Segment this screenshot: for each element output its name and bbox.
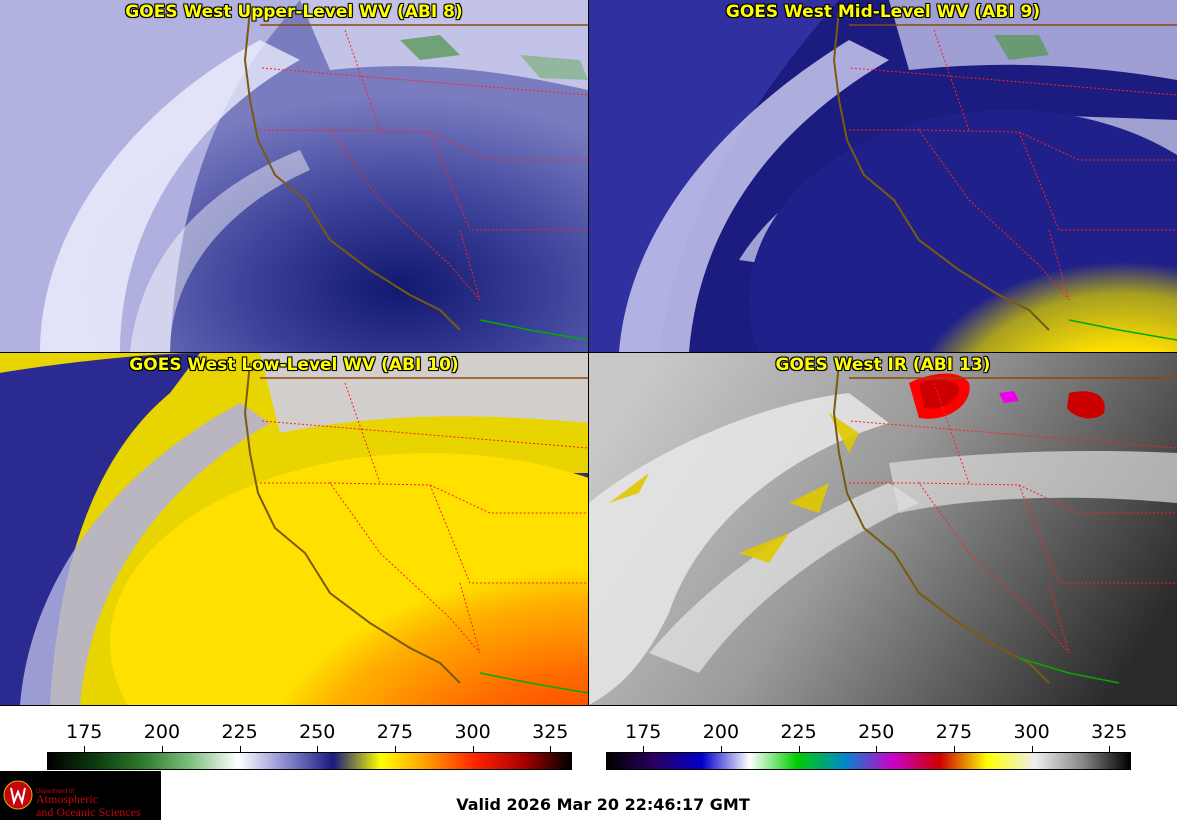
panel-title: GOES West IR (ABI 13) [775,355,991,375]
panel-divider-horizontal [0,352,1177,353]
colorbar-tick-label: 300 [454,721,491,743]
colorbar-tick-label: 175 [625,721,662,743]
mid-level-wv-image [589,0,1177,352]
ir-panel: GOES West IR (ABI 13) [589,353,1177,705]
valid-time: Valid 2026 Mar 20 22:46:17 GMT [456,795,750,814]
colorbar-tick-label: 200 [143,721,181,743]
ir-image [589,353,1177,705]
colorbar-tick-label: 325 [532,721,569,743]
low-level-wv-panel: GOES West Low-Level WV (ABI 10) [0,353,588,705]
colorbar-tick-label: 225 [780,721,817,743]
colorbar-tick [643,746,645,752]
panel-divider-bottom [0,705,1177,706]
colorbar-tick [472,746,474,752]
logo-line1: Atmospheric [36,792,98,806]
low-level-wv-image [0,353,588,705]
colorbar-tick [1109,746,1111,752]
panel-title: GOES West Low-Level WV (ABI 10) [129,355,459,375]
uw-seal-icon [3,780,33,810]
upper-level-wv-panel: GOES West Upper-Level WV (ABI 8) [0,0,588,352]
mid-level-wv-panel: GOES West Mid-Level WV (ABI 9) [589,0,1177,352]
ir-colorbar: 175 200 225 250 275 300 325 [606,705,1131,770]
colorbar-tick [239,746,241,752]
colorbar-tick-label: 225 [221,721,258,743]
colorbar-tick-label: 250 [299,721,336,743]
logo-line2: and Oceanic Sciences [36,805,141,819]
colorbar-tick [161,746,163,752]
colorbar-tick [953,746,955,752]
panel-title: GOES West Upper-Level WV (ABI 8) [125,2,463,22]
colorbar-tick-label: 175 [66,721,103,743]
wv-colorbar-gradient [47,752,572,770]
colorbar-tick-label: 300 [1013,721,1050,743]
colorbar-tick [550,746,552,752]
colorbar-tick-label: 250 [858,721,895,743]
colorbar-tick [394,746,396,752]
colorbar-tick [1031,746,1033,752]
colorbar-tick [876,746,878,752]
colorbar-tick [84,746,86,752]
colorbar-tick [720,746,722,752]
upper-level-wv-image [0,0,588,352]
wv-colorbar: 175 200 225 250 275 300 325 [47,705,572,770]
colorbar-tick-label: 325 [1091,721,1128,743]
ir-colorbar-gradient [606,752,1131,770]
aos-logo: Department of Atmospheric and Oceanic Sc… [0,771,161,820]
panel-title: GOES West Mid-Level WV (ABI 9) [725,2,1041,22]
colorbar-tick-label: 275 [376,721,414,743]
colorbar-tick [317,746,319,752]
colorbar-tick-label: 200 [702,721,740,743]
logo-department: Department of [36,789,75,795]
colorbar-tick-label: 275 [935,721,973,743]
colorbar-tick [798,746,800,752]
